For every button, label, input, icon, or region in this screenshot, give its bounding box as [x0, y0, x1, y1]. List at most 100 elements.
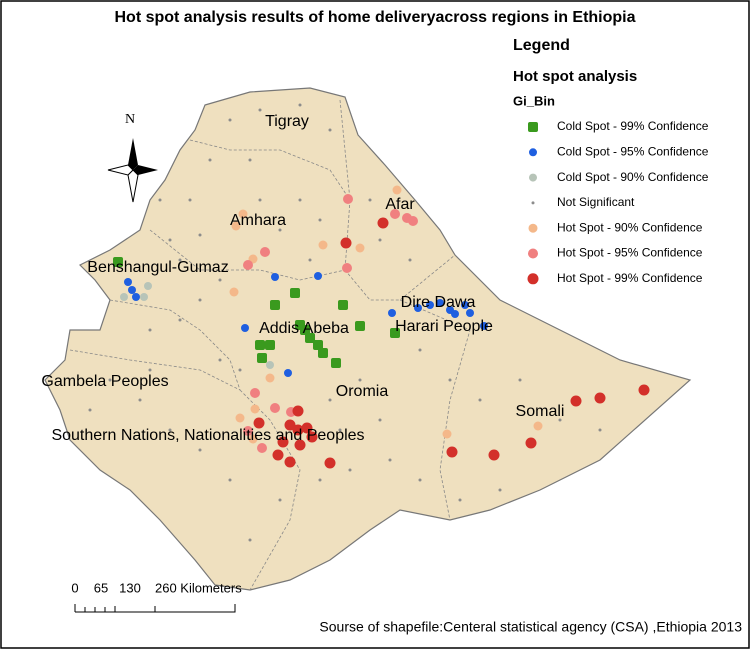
region-label: Afar	[385, 196, 415, 213]
point	[292, 424, 304, 436]
point	[388, 309, 396, 317]
point	[168, 428, 172, 432]
point	[158, 198, 162, 202]
point	[278, 228, 282, 232]
scale-label: 0	[71, 580, 78, 595]
point	[480, 322, 488, 330]
point	[458, 498, 462, 502]
point	[343, 194, 353, 204]
point	[140, 293, 148, 301]
point	[250, 404, 260, 414]
region-label: Oromia	[336, 383, 389, 400]
point	[271, 273, 279, 281]
point	[442, 429, 452, 439]
point	[290, 288, 300, 298]
region-label: Dire Dawa	[401, 294, 476, 311]
region-label: Addis Abeba	[259, 320, 349, 337]
north-label: N	[125, 112, 135, 127]
point	[198, 298, 202, 302]
point	[228, 478, 232, 482]
point	[448, 378, 452, 382]
region-label: Amhara	[230, 212, 286, 229]
legend-label: Cold Spot - 90% Confidence	[557, 170, 709, 184]
point	[378, 238, 382, 242]
point	[278, 498, 282, 502]
point	[418, 348, 422, 352]
point	[250, 388, 260, 398]
point	[518, 378, 522, 382]
point	[324, 457, 336, 469]
point	[318, 240, 328, 250]
point	[260, 247, 270, 257]
point	[284, 456, 296, 468]
legend-symbol	[528, 122, 538, 132]
point	[238, 368, 242, 372]
point	[392, 185, 402, 195]
point	[257, 353, 267, 363]
point	[638, 384, 650, 396]
point	[248, 434, 258, 444]
point	[408, 216, 418, 226]
point	[292, 405, 304, 417]
legend-field: Gi_Bin	[513, 93, 555, 108]
point	[228, 118, 232, 122]
point	[208, 158, 212, 162]
point	[132, 293, 140, 301]
point	[258, 198, 262, 202]
point	[318, 478, 322, 482]
point	[253, 417, 265, 429]
point	[270, 300, 280, 310]
legend-symbol	[529, 148, 537, 157]
point	[231, 221, 241, 231]
point	[284, 419, 296, 431]
point	[461, 301, 469, 309]
legend: Cold Spot - 99% Confidence Cold Spot - 95…	[527, 119, 709, 285]
point	[358, 378, 362, 382]
north-arrow: N	[107, 112, 158, 203]
point	[298, 103, 302, 107]
point	[138, 398, 142, 402]
point	[338, 428, 342, 432]
point	[570, 395, 582, 407]
point	[168, 238, 172, 242]
point	[414, 304, 422, 312]
point	[270, 403, 280, 413]
point	[88, 408, 92, 412]
point	[120, 293, 128, 301]
scale-bar: 0 65 130 260 Kilometers	[71, 580, 242, 613]
point	[436, 299, 444, 307]
point	[277, 436, 289, 448]
point	[498, 488, 502, 492]
region-label: Tigray	[265, 113, 309, 130]
region-label: Benshangul-Gumaz	[87, 259, 228, 276]
point	[558, 418, 562, 422]
point	[446, 446, 458, 458]
point	[241, 324, 249, 332]
point	[318, 218, 322, 222]
point	[235, 413, 245, 423]
point	[594, 392, 606, 404]
point	[378, 418, 382, 422]
source-note: Sourse of shapefile:Centeral statistical…	[319, 619, 742, 635]
point	[248, 158, 252, 162]
point	[488, 449, 500, 461]
point	[305, 333, 315, 343]
point	[355, 321, 365, 331]
point	[198, 448, 202, 452]
point	[243, 260, 253, 270]
point	[243, 426, 253, 436]
region-label: Somali	[516, 403, 565, 420]
point	[408, 258, 412, 262]
legend-label: Hot Spot - 95% Confidence	[557, 246, 703, 260]
point	[308, 258, 312, 262]
point	[188, 198, 192, 202]
point	[265, 340, 275, 350]
point	[255, 340, 265, 350]
points	[88, 103, 650, 542]
scale-label: 65	[94, 580, 108, 595]
point	[313, 340, 323, 350]
point	[340, 237, 352, 249]
point	[314, 272, 322, 280]
point	[533, 421, 543, 431]
